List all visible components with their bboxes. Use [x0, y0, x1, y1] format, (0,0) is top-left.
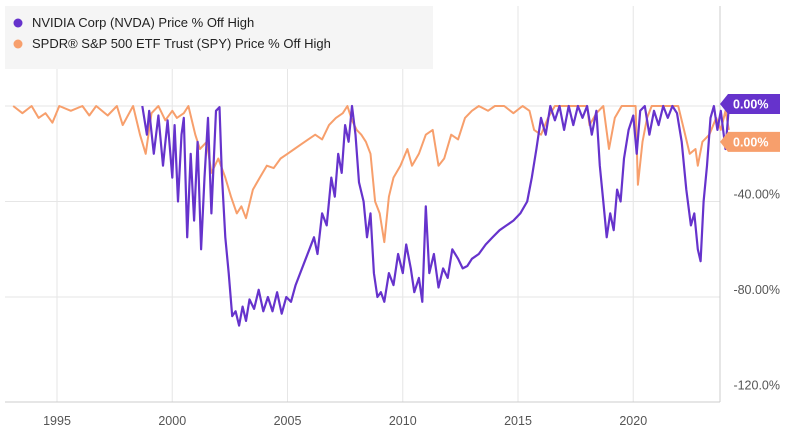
legend-label-spy: SPDR® S&P 500 ETF Trust (SPY) Price % Of… — [32, 36, 331, 51]
end-badge-nvda-shape — [720, 94, 780, 114]
gridlines — [5, 6, 721, 403]
legend: NVIDIA Corp (NVDA) Price % Off High SPDR… — [5, 6, 433, 69]
legend-label-nvda: NVIDIA Corp (NVDA) Price % Off High — [32, 15, 254, 30]
x-tick-label: 2005 — [274, 414, 302, 428]
y-axis-labels: -40.00% -80.00% -120.0% — [733, 188, 780, 393]
end-badge-nvda-label: 0.00% — [733, 98, 768, 112]
end-badge-spy: 0.00% — [720, 131, 780, 152]
x-axis-labels: 1995 2000 2005 2010 2015 2020 — [43, 414, 647, 428]
end-badge-spy-shape — [720, 131, 780, 152]
x-tick-label: 2010 — [389, 414, 417, 428]
y-tick-label: -80.00% — [733, 283, 780, 297]
legend-marker-nvda — [13, 18, 23, 28]
end-badge-nvda: 0.00% — [720, 94, 780, 114]
series-line-spy — [12, 105, 730, 244]
series-line-nvda — [141, 104, 730, 327]
legend-marker-spy — [13, 39, 23, 49]
series-lines — [12, 104, 730, 327]
x-tick-label: 2020 — [619, 414, 647, 428]
x-tick-label: 2015 — [504, 414, 532, 428]
y-tick-label: -120.0% — [733, 379, 780, 393]
legend-background — [5, 6, 433, 69]
x-tick-label: 1995 — [43, 414, 71, 428]
y-tick-label: -40.00% — [733, 188, 780, 202]
end-badge-spy-label: 0.00% — [733, 135, 768, 149]
x-tick-label: 2000 — [158, 414, 186, 428]
